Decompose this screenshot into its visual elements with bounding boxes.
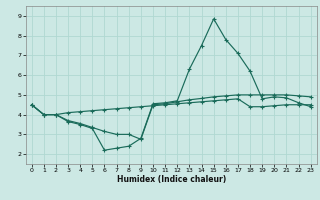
X-axis label: Humidex (Indice chaleur): Humidex (Indice chaleur)	[116, 175, 226, 184]
